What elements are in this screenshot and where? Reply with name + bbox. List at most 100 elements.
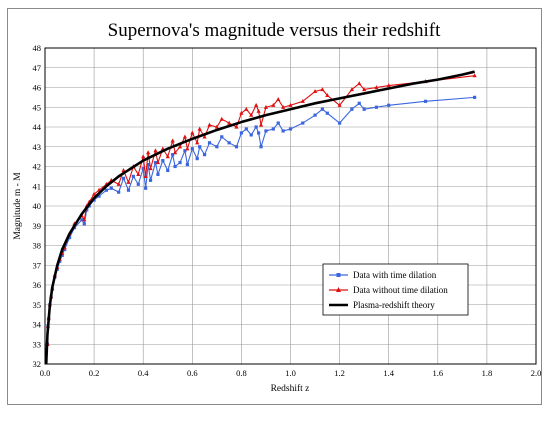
data-point-1-37 — [182, 134, 188, 139]
data-point-1-33 — [165, 154, 170, 159]
y-tick-label-8: 40 — [33, 201, 42, 211]
chart-frame — [7, 8, 542, 405]
data-point-0-67 — [374, 105, 379, 109]
plot-area — [44, 47, 537, 365]
legend-marker-triangle — [336, 287, 341, 292]
data-point-1-67 — [374, 85, 379, 90]
data-point-1-35 — [173, 150, 178, 155]
data-point-0-47 — [234, 145, 239, 149]
legend-marker-square — [336, 273, 341, 277]
data-point-1-44 — [214, 124, 219, 129]
data-point-0-20 — [109, 186, 113, 190]
data-point-0-51 — [254, 125, 258, 129]
data-point-1-34 — [170, 138, 175, 143]
x-tick-label-9: 1.8 — [482, 368, 493, 378]
x-tick-label-6: 1.2 — [334, 368, 345, 378]
data-point-1-26 — [141, 154, 146, 159]
data-point-0-70 — [473, 95, 477, 99]
data-point-0-49 — [244, 127, 248, 131]
data-point-0-19 — [104, 188, 108, 192]
data-point-1-50 — [249, 112, 254, 117]
data-point-1-48 — [239, 110, 244, 115]
chart-title: Supernova's magnitude versus their redsh… — [108, 20, 441, 41]
data-point-1-29 — [148, 166, 153, 171]
legend-label-with-dilation: Data with time dilation — [353, 270, 437, 280]
x-tick-label-0: 0.0 — [40, 368, 51, 378]
series-2 — [44, 70, 475, 365]
data-point-0-55 — [271, 127, 275, 131]
data-point-0-66 — [362, 107, 366, 111]
y-tick-label-0: 32 — [33, 359, 42, 369]
y-tick-label-14: 46 — [33, 83, 42, 93]
data-point-0-15 — [85, 208, 89, 212]
data-point-0-64 — [350, 107, 354, 111]
data-point-1-40 — [195, 140, 200, 145]
data-point-1-28 — [146, 150, 151, 155]
series-line-2 — [44, 70, 475, 365]
data-point-0-33 — [166, 168, 170, 173]
data-point-1-23 — [126, 179, 131, 184]
legend: Data with time dilation Data without tim… — [322, 263, 469, 316]
data-point-0-63 — [338, 121, 342, 125]
data-point-0-31 — [156, 172, 160, 176]
y-tick-label-10: 42 — [33, 162, 42, 172]
data-point-1-57 — [281, 104, 286, 109]
y-tick-label-11: 43 — [33, 142, 42, 152]
data-point-0-28 — [146, 162, 150, 167]
data-point-1-45 — [219, 116, 224, 121]
data-point-0-14 — [82, 222, 86, 226]
data-point-1-38 — [185, 146, 190, 151]
x-tick-label-4: 0.8 — [236, 368, 247, 378]
data-point-1-17 — [92, 191, 97, 196]
data-point-1-52 — [256, 108, 261, 113]
y-tick-label-16: 48 — [33, 43, 42, 53]
data-point-0-40 — [195, 157, 199, 161]
data-point-0-13 — [80, 218, 84, 222]
data-point-0-35 — [173, 164, 177, 169]
x-tick-label-3: 0.6 — [187, 368, 198, 378]
x-tick-label-5: 1.0 — [285, 368, 296, 378]
data-point-1-14 — [82, 217, 87, 222]
data-point-0-69 — [423, 99, 428, 103]
gridlines — [44, 47, 537, 365]
data-point-1-63 — [337, 102, 342, 107]
data-point-0-38 — [185, 162, 189, 167]
data-point-1-54 — [263, 104, 269, 109]
data-point-1-65 — [357, 81, 362, 86]
data-point-0-53 — [259, 145, 263, 149]
data-point-1-36 — [177, 144, 183, 149]
data-point-0-50 — [249, 133, 253, 137]
x-tick-label-10: 2.0 — [531, 368, 542, 378]
data-point-0-26 — [141, 166, 145, 171]
data-point-0-44 — [215, 145, 219, 149]
data-point-0-11 — [67, 236, 72, 240]
data-point-0-59 — [301, 121, 305, 125]
data-point-0-52 — [256, 131, 261, 135]
series-layer — [44, 70, 477, 365]
y-tick-label-12: 44 — [33, 122, 42, 132]
data-point-0-39 — [190, 147, 194, 151]
data-point-1-25 — [136, 172, 141, 176]
data-point-0-29 — [148, 178, 153, 182]
data-point-0-23 — [126, 188, 131, 192]
data-point-1-62 — [325, 93, 330, 97]
data-point-1-27 — [143, 173, 148, 178]
data-point-0-43 — [207, 141, 212, 145]
y-tick-label-5: 37 — [33, 260, 42, 270]
data-point-1-66 — [362, 87, 367, 92]
legend-label-theory: Plasma-redshift theory — [353, 300, 435, 310]
y-tick-label-6: 38 — [33, 241, 42, 251]
data-point-0-65 — [357, 101, 361, 105]
y-tick-label-4: 36 — [33, 280, 42, 290]
data-point-0-37 — [183, 149, 187, 153]
x-axis-label: Redshift z — [271, 383, 310, 394]
data-point-0-56 — [276, 121, 280, 125]
data-point-0-34 — [171, 153, 175, 157]
data-point-0-32 — [161, 158, 165, 163]
data-point-1-61 — [320, 87, 325, 92]
data-point-0-54 — [264, 129, 268, 133]
data-point-0-46 — [227, 141, 231, 145]
data-point-0-58 — [288, 127, 293, 131]
data-point-0-48 — [239, 131, 243, 135]
data-point-0-24 — [131, 174, 135, 178]
